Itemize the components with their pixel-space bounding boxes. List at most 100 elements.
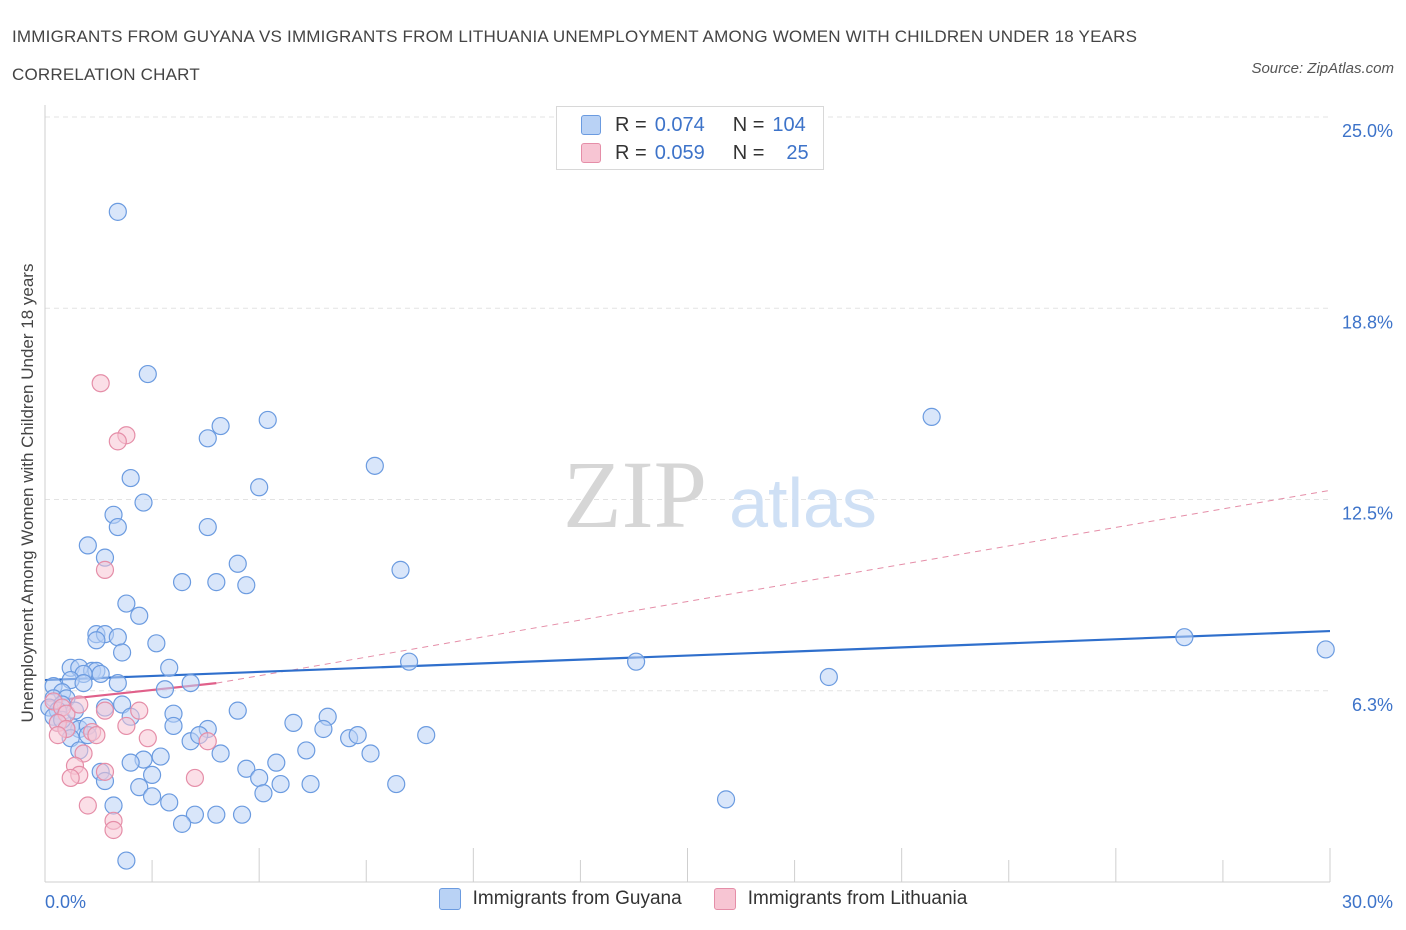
guyana-point-62 (284, 713, 303, 732)
lithuania-point-9 (70, 695, 89, 714)
lithuania-point-24 (78, 796, 97, 815)
lithuania-trend-dashed (216, 489, 1331, 684)
legend-item-guyana: Immigrants from Guyana (438, 888, 682, 910)
guyana-point-30 (1316, 640, 1335, 659)
guyana-point-86 (271, 774, 290, 794)
guyana-point-23 (108, 628, 127, 647)
watermark: ZIP atlas (563, 441, 877, 548)
guyana-point-42 (155, 680, 175, 699)
guyana-point-29 (1175, 628, 1194, 647)
watermark-atlas: atlas (729, 464, 877, 542)
guyana-n-value: 104 (772, 113, 806, 136)
axes (44, 105, 1331, 883)
x-tick-label-1: 30.0% (1342, 892, 1393, 912)
guyana-point-15 (391, 560, 410, 579)
lithuania-point-3 (95, 560, 115, 579)
guyana-point-1 (138, 364, 157, 384)
guyana-point-26 (112, 643, 132, 662)
lithuania-legend-swatch (713, 888, 736, 910)
guyana-point-98 (117, 851, 136, 870)
guyana-point-81 (237, 759, 256, 778)
guyana-point-64 (164, 716, 183, 736)
guyana-point-10 (108, 517, 127, 537)
guyana-point-91 (254, 784, 273, 803)
guyana-point-12 (78, 536, 97, 555)
guyana-point-18 (237, 576, 256, 595)
guyana-point-4 (198, 429, 217, 448)
guyana-point-19 (117, 594, 136, 613)
guyana-point-61 (228, 701, 247, 720)
guyana-point-75 (297, 741, 316, 760)
guyana-swatch (581, 115, 601, 135)
guyana-n-label: N = (732, 113, 765, 136)
lithuania-legend-label: Immigrants from Lithuania (747, 888, 968, 909)
guyana-point-20 (130, 606, 149, 625)
source-label: Source: ZipAtlas.com (1251, 60, 1394, 77)
guyana-point-74 (211, 744, 230, 763)
y-tick-label-2: 18.8% (1342, 312, 1393, 332)
legend-row-guyana: R = 0.074 N = 104 (581, 112, 806, 138)
guyana-point-0 (108, 202, 127, 221)
guyana-point-84 (130, 778, 149, 797)
guyana-point-96 (172, 814, 192, 833)
lithuania-n-label: N = (732, 141, 765, 164)
guyana-point-8 (134, 493, 153, 512)
lithuania-point-11 (130, 701, 149, 720)
guyana-point-73 (417, 726, 436, 745)
legend-row-lithuania: R = 0.059 N = 25 (581, 140, 809, 166)
guyana-point-102 (151, 747, 170, 766)
lithuania-point-17 (198, 732, 217, 751)
guyana-point-5 (365, 456, 384, 475)
guyana-point-88 (387, 774, 406, 794)
guyana-point-85 (250, 768, 269, 788)
legend-item-lithuania: Immigrants from Lithuania (713, 888, 968, 910)
guyana-point-7 (250, 478, 269, 497)
guyana-point-87 (301, 774, 320, 794)
lithuania-point-23 (185, 768, 205, 788)
y-tick-label-3: 25.0% (1342, 121, 1393, 141)
y-axis-title: Unemployment Among Women with Children U… (18, 263, 37, 723)
guyana-point-93 (185, 805, 205, 824)
lithuania-r-value: 0.059 (654, 141, 705, 164)
lithuania-point-16 (138, 729, 157, 748)
lithuania-point-0 (91, 374, 110, 393)
guyana-r-value: 0.074 (654, 113, 705, 136)
guyana-legend-label: Immigrants from Guyana (472, 888, 682, 909)
guyana-point-89 (142, 787, 162, 806)
guyana-point-39 (74, 673, 93, 693)
lithuania-point-2 (108, 432, 127, 451)
guyana-point-72 (348, 726, 367, 745)
y-tick-label-0: 6.3% (1352, 695, 1393, 715)
guyana-point-27 (399, 652, 419, 671)
guyana-point-24 (87, 631, 106, 650)
chart-title: IMMIGRANTS FROM GUYANA VS IMMIGRANTS FRO… (12, 27, 1138, 84)
guyana-point-82 (267, 753, 286, 772)
guyana-point-25 (147, 634, 166, 653)
guyana-point-95 (232, 805, 252, 824)
guyana-point-92 (104, 796, 123, 815)
guyana-point-78 (121, 753, 140, 772)
guyana-point-97 (716, 790, 736, 809)
lithuania-point-15 (48, 726, 67, 745)
guyana-legend-swatch (438, 888, 461, 910)
guyana-point-11 (198, 517, 217, 537)
guyana-point-43 (819, 667, 838, 687)
y-tick-label-1: 12.5% (1342, 504, 1393, 524)
data-points (40, 202, 1335, 870)
guyana-point-14 (228, 554, 247, 573)
guyana-point-16 (172, 573, 192, 592)
lithuania-point-10 (95, 701, 115, 720)
watermark-zip: ZIP (563, 441, 707, 548)
guyana-point-80 (142, 765, 162, 785)
guyana-point-66 (314, 719, 333, 739)
guyana-point-90 (160, 793, 179, 812)
lithuania-point-22 (61, 768, 80, 788)
x-tick-label-0: 0.0% (45, 892, 86, 912)
lithuania-r-label: R = (615, 141, 647, 164)
lithuania-point-26 (104, 820, 123, 840)
lithuania-point-12 (117, 716, 136, 736)
guyana-point-37 (160, 658, 179, 677)
grid-lines (45, 116, 1330, 692)
guyana-trend-line (44, 629, 1331, 682)
guyana-point-28 (626, 652, 646, 671)
